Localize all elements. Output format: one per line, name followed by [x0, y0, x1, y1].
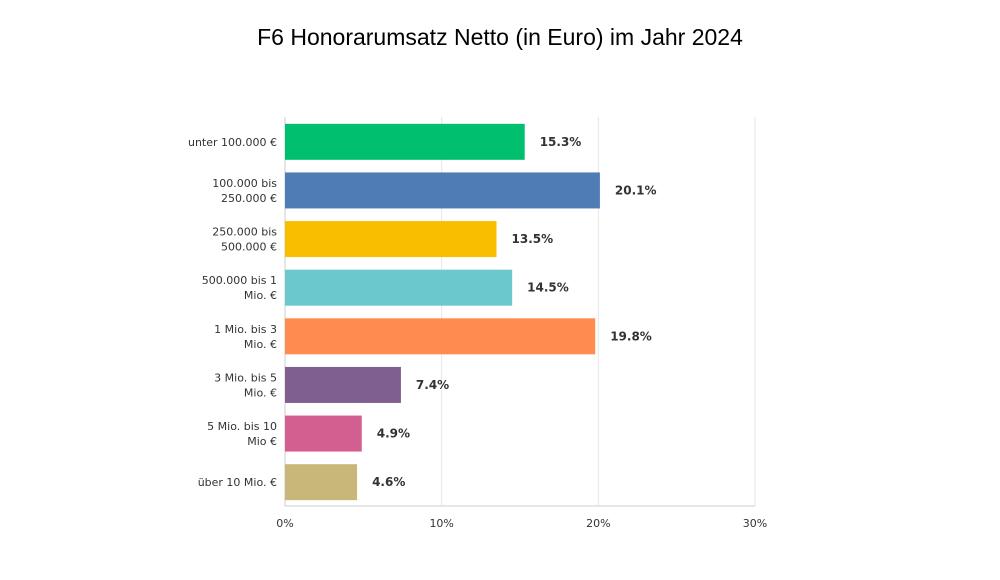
x-tick-label: 20%	[586, 517, 610, 530]
category-label: 3 Mio. bis 5	[214, 371, 277, 384]
category-label: Mio €	[247, 435, 277, 448]
data-label: 19.8%	[610, 329, 652, 343]
data-label: 7.4%	[416, 378, 449, 392]
category-label: Mio. €	[244, 386, 277, 399]
category-label: Mio. €	[244, 289, 277, 302]
data-label: 4.9%	[377, 427, 410, 441]
category-label: über 10 Mio. €	[198, 476, 277, 489]
category-label: 500.000 €	[221, 241, 277, 254]
category-label: 500.000 bis 1	[202, 274, 277, 287]
bar	[285, 221, 497, 258]
category-label: Mio. €	[244, 338, 277, 351]
category-label: 250.000 bis	[212, 226, 277, 239]
data-label: 14.5%	[527, 281, 569, 295]
category-label: 250.000 €	[221, 192, 277, 205]
data-label: 15.3%	[540, 135, 582, 149]
category-label: 1 Mio. bis 3	[214, 323, 277, 336]
x-tick-label: 0%	[276, 517, 293, 530]
bar	[285, 123, 525, 160]
chart-title: F6 Honorarumsatz Netto (in Euro) im Jahr…	[257, 24, 743, 50]
data-label: 20.1%	[615, 183, 657, 197]
bar	[285, 366, 401, 403]
bar	[285, 464, 358, 501]
x-tick-label: 30%	[743, 517, 767, 530]
bar	[285, 318, 596, 355]
data-label: 13.5%	[512, 232, 554, 246]
bar	[285, 172, 600, 209]
category-label: 100.000 bis	[212, 177, 277, 190]
x-tick-label: 10%	[429, 517, 453, 530]
bar	[285, 269, 513, 306]
category-label: unter 100.000 €	[188, 136, 277, 149]
category-label: 5 Mio. bis 10	[207, 420, 277, 433]
data-label: 4.6%	[372, 475, 405, 489]
bar	[285, 415, 362, 452]
